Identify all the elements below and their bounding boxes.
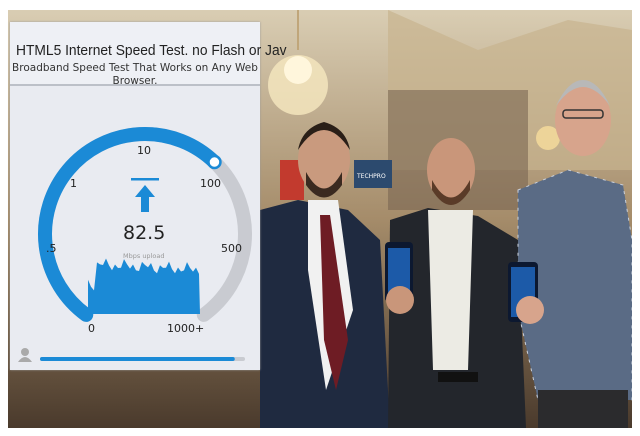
speed-test-subtitle: Broadband Speed Test That Works on Any W… [12,62,258,87]
sign-text: TECHPRO [356,173,386,180]
person-middle [385,138,526,428]
chandelier [268,10,328,115]
upload-graph [88,258,200,314]
speed-test-title: HTML5 Internet Speed Test. no Flash or J… [16,42,287,59]
speed-value: 82.5 [123,222,166,244]
gauge-label-0: 0 [88,322,95,335]
gauge-label-500: 500 [221,242,242,255]
progress-fill [40,357,235,361]
user-icon [18,348,32,362]
gauge-label-1000: 1000+ [167,322,205,335]
gauge-label-half: .5 [46,242,57,255]
gauge-fill [38,127,222,322]
gauge-label-1: 1 [70,177,77,190]
gauge-label-10: 10 [137,144,151,157]
person-left [260,122,390,428]
speed-unit: Mbps upload [123,252,165,260]
person-right [508,80,632,428]
speed-gauge [18,127,252,362]
gauge-label-100: 100 [200,177,221,190]
gauge-knob [207,154,222,170]
arrow-up-icon [135,185,155,212]
speed-marker [131,178,159,181]
speed-test-screenshot: HTML5 Internet Speed Test. no Flash or J… [10,22,287,370]
speed-test-header: HTML5 Internet Speed Test. no Flash or J… [10,22,287,87]
